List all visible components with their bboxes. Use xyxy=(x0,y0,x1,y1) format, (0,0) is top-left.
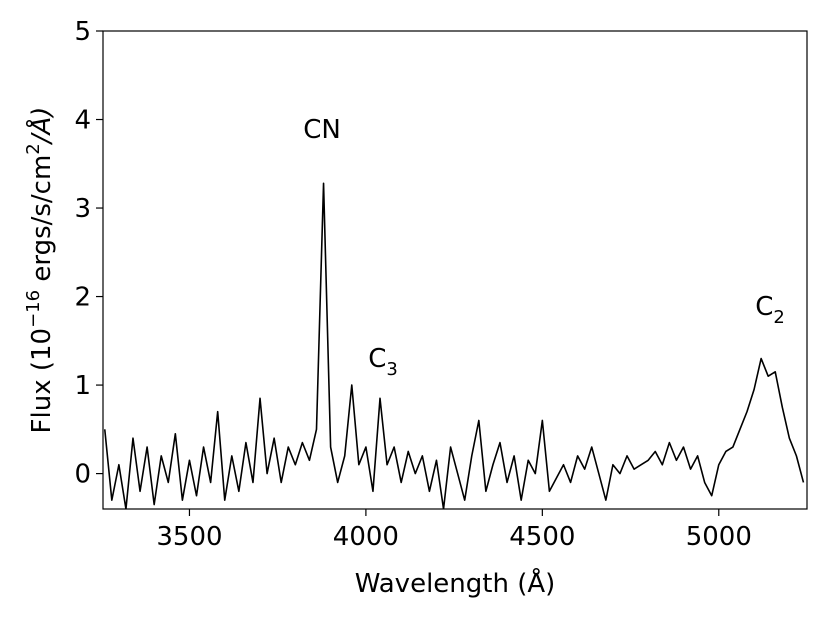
annotation-subscript: 3 xyxy=(386,359,397,380)
y-tick-label: 4 xyxy=(74,106,91,136)
y-tick-label: 5 xyxy=(74,17,91,47)
x-tick-label: 4500 xyxy=(509,522,575,552)
y-label-superscript: −16 xyxy=(23,290,44,328)
plot-frame xyxy=(102,30,808,510)
annotation: C3 xyxy=(368,344,398,380)
x-axis-label: Wavelength (Å) xyxy=(355,567,556,599)
y-label-text: ergs/s/cm xyxy=(27,155,57,290)
y-tick-label: 3 xyxy=(74,194,91,224)
y-label-superscript: 2 xyxy=(23,143,44,154)
y-tick-label: 2 xyxy=(74,283,91,313)
annotation: C2 xyxy=(755,292,785,328)
y-label-text: /Å) xyxy=(25,107,57,146)
x-tick-label: 3500 xyxy=(156,522,222,552)
y-tick-label: 0 xyxy=(74,460,91,490)
y-tick-label: 1 xyxy=(74,371,91,401)
annotation: CN xyxy=(303,115,341,145)
spectrum-line xyxy=(103,182,805,509)
y-label-text: Flux (10 xyxy=(27,328,57,434)
y-axis-label: Flux (10−16 ergs/s/cm2/Å) xyxy=(23,107,57,434)
annotation-text: C xyxy=(368,344,386,374)
annotation-text: C xyxy=(755,292,773,322)
annotation-text: CN xyxy=(303,115,341,145)
x-tick-label: 5000 xyxy=(686,522,752,552)
annotation-subscript: 2 xyxy=(773,307,784,328)
x-tick-label: 4000 xyxy=(333,522,399,552)
